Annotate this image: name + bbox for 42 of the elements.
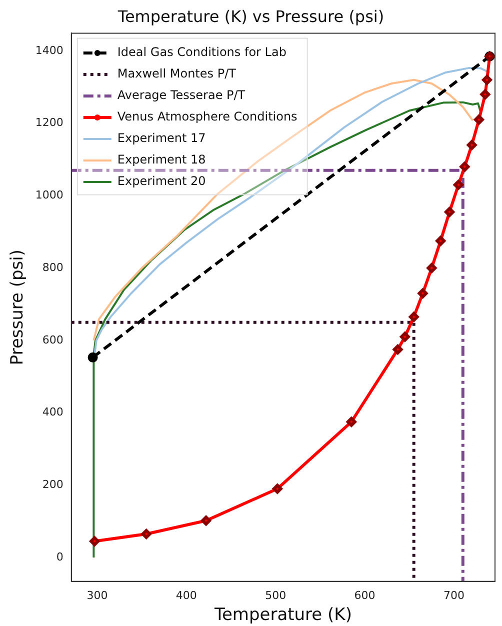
legend-label: Venus Atmosphere Conditions	[117, 110, 298, 124]
y-tick-label: 400	[42, 406, 64, 419]
point	[88, 352, 98, 362]
point	[408, 312, 419, 322]
legend-label: Experiment 18	[117, 152, 206, 167]
y-tick-label: 1200	[35, 116, 64, 130]
point	[460, 162, 470, 172]
point	[141, 529, 152, 539]
point	[426, 263, 437, 274]
legend-label: Experiment 17	[117, 131, 206, 146]
point	[201, 516, 212, 526]
legend-label: Experiment 20	[117, 174, 206, 188]
point	[272, 484, 282, 494]
x-tick-label: 300	[86, 588, 108, 602]
legend-label: Ideal Gas Conditions for Lab	[117, 45, 286, 60]
point	[418, 288, 428, 298]
point	[346, 416, 356, 427]
point	[482, 74, 492, 85]
x-axis-title: Temperature (K)	[213, 605, 352, 626]
point	[436, 236, 446, 246]
y-tick-label: 0	[56, 550, 64, 564]
y-tick-label: 200	[42, 478, 64, 492]
point	[90, 536, 100, 546]
x-tick-label: 400	[176, 588, 197, 602]
chart-title: Temperature (K) vs Pressure (psi)	[116, 6, 384, 26]
point	[444, 206, 455, 217]
point	[466, 140, 477, 150]
x-tick-label: 700	[443, 588, 464, 602]
point	[400, 332, 410, 342]
y-tick-label: 1400	[35, 44, 64, 57]
x-tick-label: 500	[265, 588, 286, 602]
y-tick-label: 800	[42, 260, 64, 274]
legend-label: Average Tesserae P/T	[117, 88, 246, 102]
x-tick-label: 600	[354, 588, 376, 602]
y-tick-label: 1000	[35, 188, 64, 202]
point	[474, 114, 484, 125]
legend-label: Maxwell Montes P/T	[117, 66, 237, 81]
y-tick-label: 600	[42, 333, 64, 346]
point	[480, 89, 490, 100]
point	[453, 180, 464, 190]
point	[392, 344, 403, 354]
y-axis-title: Pressure (psi)	[8, 249, 28, 366]
